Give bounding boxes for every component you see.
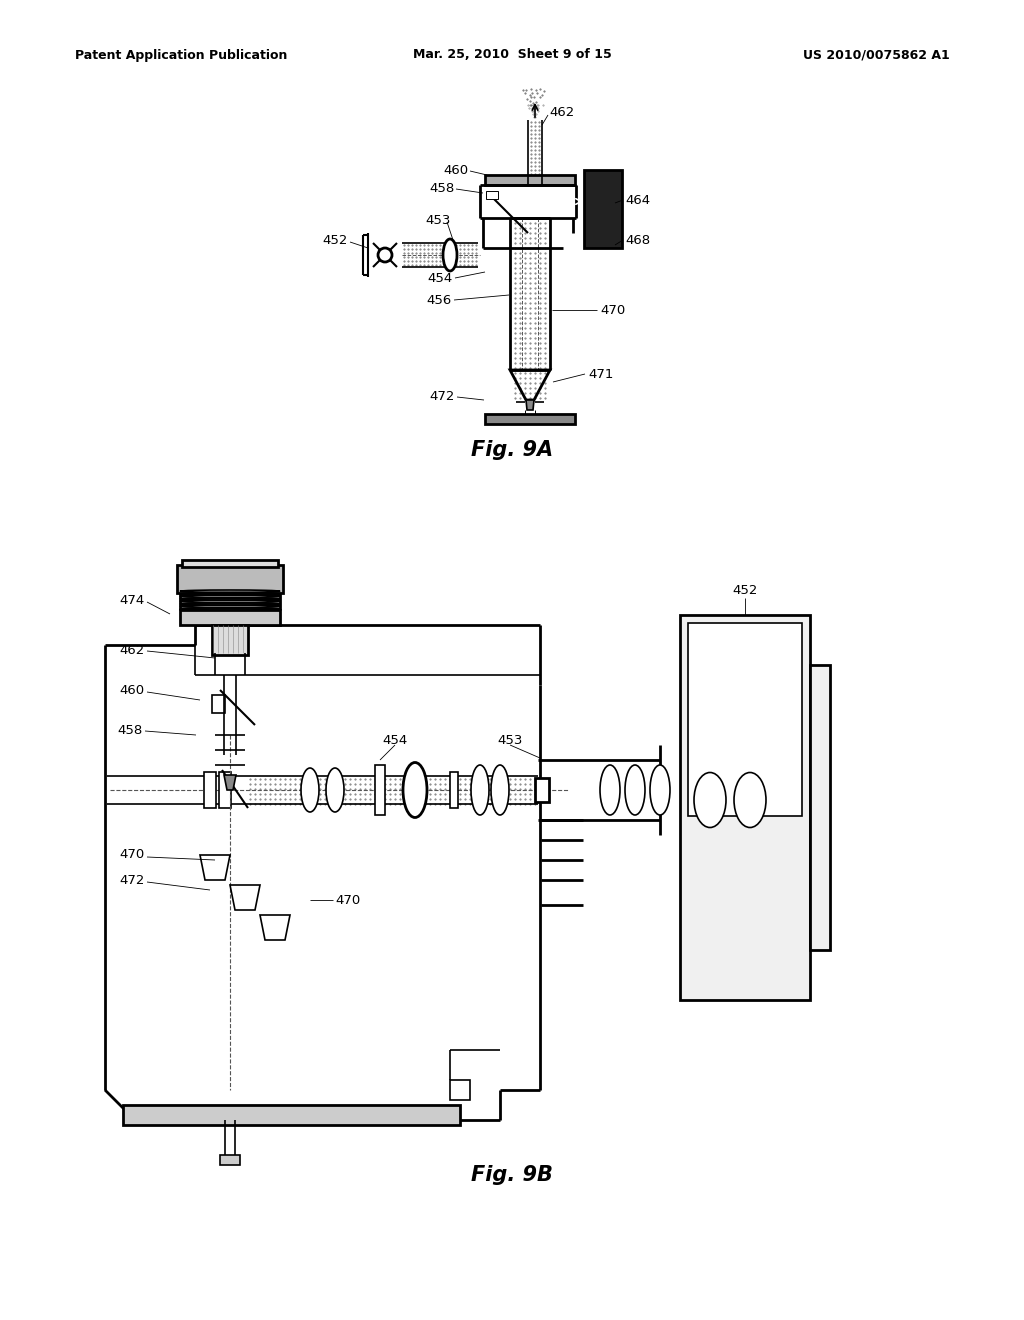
Bar [204, 772, 216, 808]
Ellipse shape [403, 763, 427, 817]
Bar [688, 623, 802, 816]
Text: 474: 474 [120, 594, 145, 606]
Ellipse shape [471, 766, 489, 814]
Text: 462: 462 [120, 644, 145, 656]
Text: 460: 460 [120, 684, 145, 697]
Bar [485, 414, 575, 424]
Text: 460: 460 [442, 164, 468, 177]
Text: 452: 452 [323, 234, 348, 247]
Bar [182, 560, 278, 568]
Text: 453: 453 [498, 734, 522, 747]
Ellipse shape [734, 772, 766, 828]
Text: 472: 472 [120, 874, 145, 887]
Text: 470: 470 [600, 304, 626, 317]
Text: 453: 453 [425, 214, 451, 227]
Bar [485, 176, 575, 185]
Text: 471: 471 [588, 367, 613, 380]
Text: 462: 462 [549, 106, 574, 119]
Polygon shape [526, 400, 534, 411]
Text: US 2010/0075862 A1: US 2010/0075862 A1 [803, 49, 950, 62]
Ellipse shape [694, 772, 726, 828]
Text: 470: 470 [335, 894, 360, 907]
Bar [212, 624, 248, 655]
Text: Fig. 9B: Fig. 9B [471, 1166, 553, 1185]
Bar [123, 1105, 460, 1125]
Text: 468: 468 [625, 234, 650, 247]
Bar [219, 772, 231, 808]
Bar [450, 772, 458, 808]
Bar [486, 191, 498, 199]
Ellipse shape [625, 766, 645, 814]
Ellipse shape [650, 766, 670, 814]
Bar [375, 766, 385, 814]
Bar [584, 170, 622, 248]
Text: 452: 452 [732, 583, 758, 597]
Text: 454: 454 [382, 734, 408, 747]
Bar [220, 1155, 240, 1166]
Ellipse shape [378, 248, 392, 261]
Ellipse shape [490, 766, 509, 814]
Bar [535, 777, 549, 803]
Bar [177, 565, 283, 593]
Text: 470: 470 [120, 849, 145, 862]
Text: 454: 454 [428, 272, 453, 285]
Ellipse shape [326, 768, 344, 812]
Text: 458: 458 [430, 181, 455, 194]
Text: 458: 458 [118, 723, 143, 737]
Bar [810, 665, 830, 950]
Ellipse shape [301, 768, 319, 812]
Bar [680, 615, 810, 1001]
Text: 472: 472 [430, 391, 455, 404]
Polygon shape [224, 775, 236, 789]
Text: Mar. 25, 2010  Sheet 9 of 15: Mar. 25, 2010 Sheet 9 of 15 [413, 49, 611, 62]
Text: Fig. 9A: Fig. 9A [471, 440, 553, 459]
Bar [450, 1080, 470, 1100]
Text: 464: 464 [625, 194, 650, 206]
Ellipse shape [443, 239, 457, 271]
Text: Patent Application Publication: Patent Application Publication [75, 49, 288, 62]
Text: 456: 456 [427, 293, 452, 306]
Ellipse shape [600, 766, 620, 814]
Bar [180, 610, 280, 624]
